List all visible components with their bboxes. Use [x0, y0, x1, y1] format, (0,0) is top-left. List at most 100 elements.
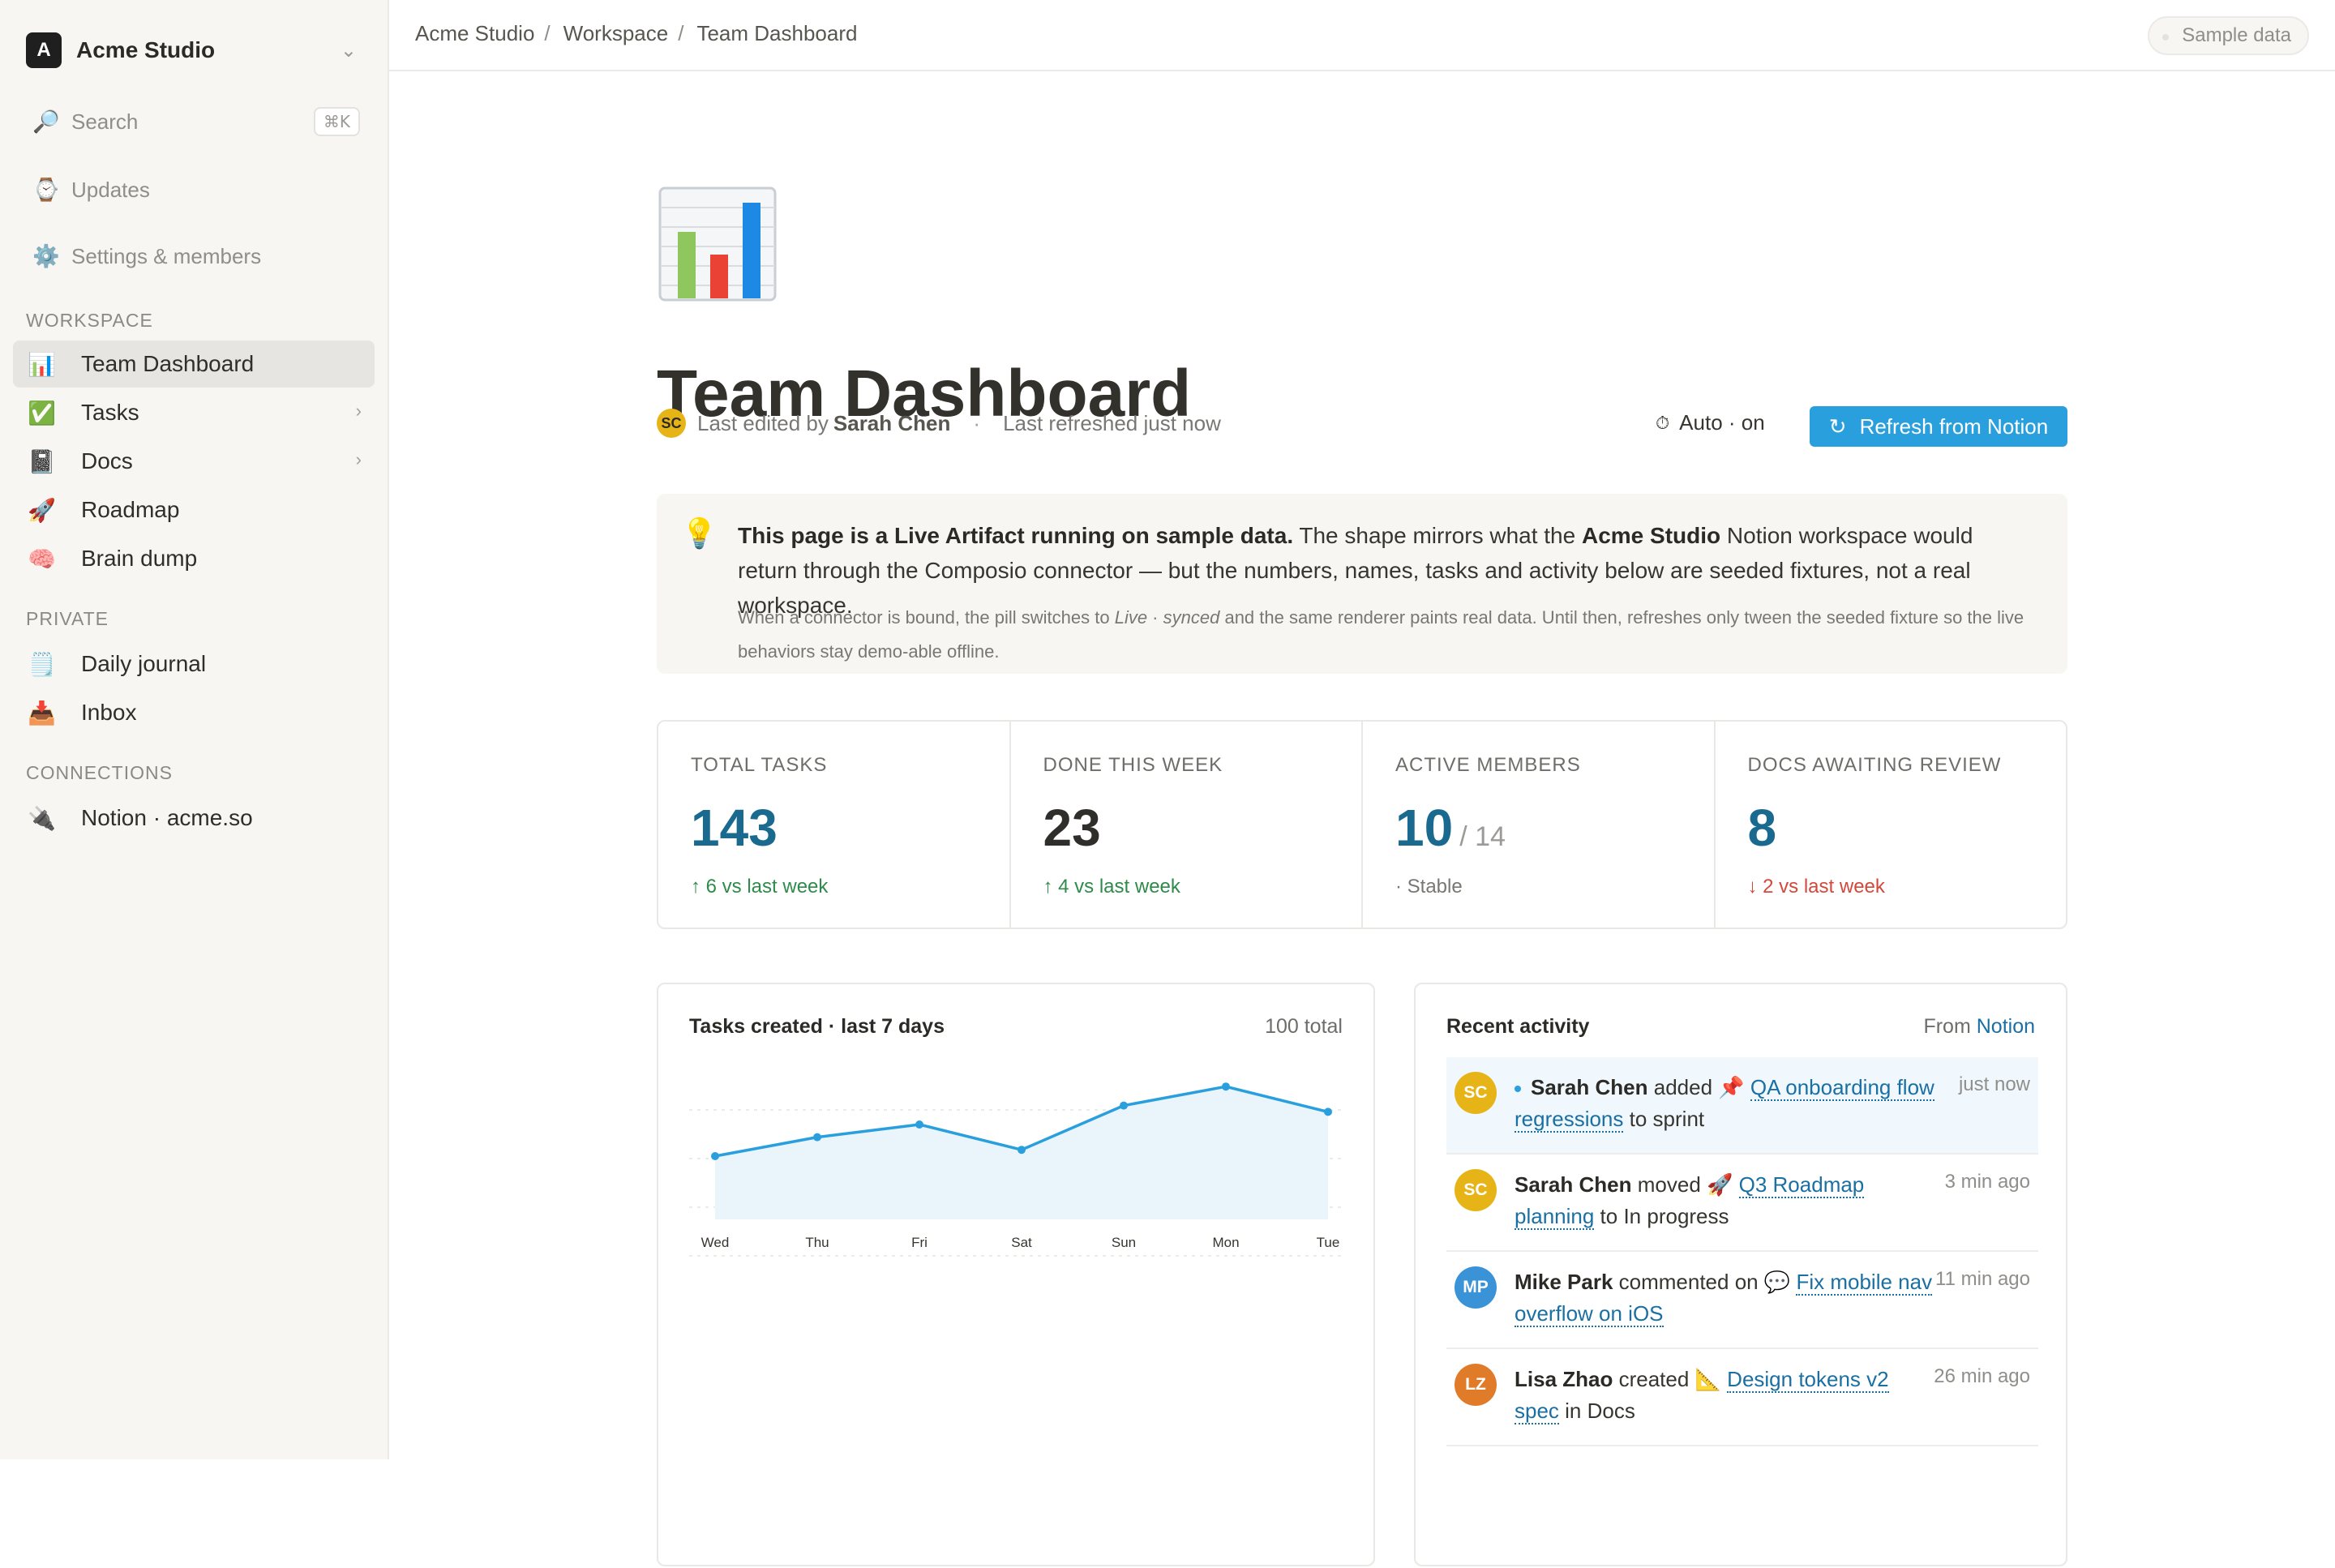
sidebar-item-label: Team Dashboard	[81, 351, 255, 376]
stat-delta: ↑ 6 vs last week	[691, 876, 829, 898]
activity-user[interactable]: Sarah Chen	[1515, 1172, 1632, 1197]
sidebar-item-notion-connection[interactable]: 🔌 Notion · acme.so	[13, 795, 375, 842]
check-box-icon: ✅	[28, 400, 56, 426]
chart-x-tick-label: Thu	[805, 1235, 829, 1250]
page-meta: SC Last edited by Sarah Chen · Last refr…	[657, 409, 1221, 438]
chart-title: Tasks created · last 7 days	[689, 1015, 945, 1038]
inbox-tray-icon: 📥	[28, 700, 56, 726]
sidebar-item-tasks[interactable]: ✅ Tasks ›	[13, 389, 375, 436]
activity-suffix: to sprint	[1629, 1107, 1705, 1131]
chart-point-thu[interactable]	[813, 1133, 821, 1142]
callout-emphasis: Live	[1114, 607, 1148, 628]
speech-bubble-icon: 💬	[1763, 1270, 1791, 1294]
chart-point-tue[interactable]	[1324, 1107, 1332, 1116]
callout-text: Notion workspace would return through th…	[738, 523, 1973, 618]
pushpin-icon: 📌	[1718, 1075, 1745, 1099]
sidebar-item-label: Docs	[81, 448, 133, 473]
activity-verb: moved	[1637, 1172, 1701, 1197]
callout-small-text: When a connector is bound, the pill swit…	[738, 601, 2035, 669]
list-item[interactable]: MP Mike Park commented on 💬 Fix mobile n…	[1446, 1252, 2038, 1349]
sidebar-item-inbox[interactable]: 📥 Inbox	[13, 689, 375, 736]
gear-icon: ⚙️	[32, 244, 60, 268]
list-item[interactable]: LZ Lisa Zhao created 📐 Design tokens v2 …	[1446, 1349, 2038, 1446]
activity-text: Mike Park commented on 💬 Fix mobile nav …	[1515, 1266, 1936, 1330]
avatar: SC	[1455, 1072, 1497, 1114]
stat-value: 23	[1043, 798, 1101, 858]
section-connections-heading: CONNECTIONS	[26, 762, 173, 783]
activity-user[interactable]: Lisa Zhao	[1515, 1367, 1613, 1391]
chart-point-wed[interactable]	[711, 1152, 719, 1160]
sidebar-item-roadmap[interactable]: 🚀 Roadmap	[13, 486, 375, 533]
search-button[interactable]: 🔎 Search ⌘K	[13, 97, 365, 146]
breadcrumb-team-dashboard[interactable]: Team Dashboard	[696, 21, 858, 45]
activity-user[interactable]: Sarah Chen	[1531, 1075, 1648, 1099]
stat-delta: ↑ 4 vs last week	[1043, 876, 1180, 898]
callout-bold-lead: This page is a Live Artifact running on …	[738, 523, 1294, 548]
avatar: SC	[1455, 1169, 1497, 1211]
activity-source-link[interactable]: Notion	[1976, 1015, 2035, 1038]
stat-done-this-week: DONE THIS WEEK 23 ↑ 4 vs last week	[1011, 722, 1363, 928]
workspace-logo: A	[26, 32, 62, 68]
activity-target-link[interactable]: Design tokens v2 spec	[1515, 1367, 1889, 1424]
chart-point-fri[interactable]	[915, 1120, 923, 1129]
activity-target-link[interactable]: Q3 Roadmap planning	[1515, 1172, 1865, 1230]
section-workspace-heading: WORKSPACE	[26, 310, 153, 331]
status-dot-icon	[2162, 34, 2170, 41]
list-item[interactable]: SC Sarah Chen added 📌 QA onboarding flow…	[1446, 1057, 2038, 1155]
plug-icon: 🔌	[28, 805, 56, 831]
stat-number: 23	[1043, 799, 1101, 857]
settings-label: Settings & members	[71, 243, 262, 268]
stat-label: DONE THIS WEEK	[1043, 754, 1223, 776]
sidebar-item-docs[interactable]: 📓 Docs ›	[13, 438, 375, 485]
workspace-switcher[interactable]: A Acme Studio ⌄	[26, 32, 365, 68]
chart-total: 100 total	[1265, 1015, 1343, 1038]
edited-prefix: Last edited by	[697, 410, 829, 435]
stat-of-total: / 14	[1459, 821, 1506, 852]
sidebar: A Acme Studio ⌄ 🔎 Search ⌘K ⌚ Updates ⚙️…	[0, 0, 389, 1459]
activity-target-link[interactable]: QA onboarding flow regressions	[1515, 1075, 1934, 1133]
stat-value: 10/ 14	[1395, 798, 1506, 858]
stat-value: 143	[691, 798, 778, 858]
sidebar-item-daily-journal[interactable]: 🗒️ Daily journal	[13, 640, 375, 688]
activity-user[interactable]: Mike Park	[1515, 1270, 1613, 1294]
sidebar-item-team-dashboard[interactable]: 📊 Team Dashboard	[13, 341, 375, 388]
activity-time: just now	[1958, 1073, 2030, 1095]
lightbulb-icon: 💡	[681, 516, 718, 550]
refresh-from-notion-button[interactable]: ↻ Refresh from Notion	[1810, 406, 2067, 447]
auto-refresh-label: Auto · on	[1679, 410, 1765, 435]
stat-delta: · Stable	[1395, 876, 1463, 898]
activity-time: 11 min ago	[1935, 1268, 2030, 1290]
chart-point-sat[interactable]	[1018, 1146, 1026, 1155]
chevron-down-icon: ⌄	[340, 40, 357, 62]
callout-text: The shape mirrors what the	[1293, 523, 1582, 548]
search-label: Search	[71, 109, 139, 134]
updates-button[interactable]: ⌚ Updates	[13, 165, 365, 214]
tasks-line-chart: Wed Thu Fri Sat Sun Mon Tue	[689, 1082, 1346, 1257]
auto-refresh-toggle[interactable]: ⏱ Auto · on	[1656, 410, 1765, 435]
stat-number: 143	[691, 799, 778, 857]
stat-value: 8	[1748, 798, 1777, 858]
edited-by-name[interactable]: Sarah Chen	[833, 410, 951, 435]
activity-target-link[interactable]: Fix mobile nav overflow on iOS	[1515, 1270, 1933, 1327]
activity-source: From Notion	[1923, 1015, 2035, 1039]
activity-verb: commented on	[1618, 1270, 1759, 1294]
list-item[interactable]: SC Sarah Chen moved 🚀 Q3 Roadmap plannin…	[1446, 1155, 2038, 1252]
chart-point-mon[interactable]	[1222, 1082, 1230, 1091]
settings-button[interactable]: ⚙️ Settings & members	[13, 232, 365, 281]
activity-text: Sarah Chen added 📌 QA onboarding flow re…	[1515, 1072, 1936, 1135]
chevron-right-icon[interactable]: ›	[355, 401, 362, 421]
chevron-right-icon[interactable]: ›	[355, 449, 362, 469]
callout-small: ·	[1147, 607, 1163, 628]
breadcrumb-acme-studio[interactable]: Acme Studio	[415, 21, 535, 45]
breadcrumb-workspace[interactable]: Workspace	[563, 21, 669, 45]
stopwatch-icon: ⏱	[1656, 412, 1670, 433]
chart-point-sun[interactable]	[1120, 1101, 1128, 1110]
sidebar-item-brain-dump[interactable]: 🧠 Brain dump	[13, 535, 375, 582]
stat-label: DOCS AWAITING REVIEW	[1747, 754, 2002, 776]
last-refreshed: Last refreshed just now	[1003, 410, 1221, 435]
workspace-name: Acme Studio	[76, 37, 216, 62]
sidebar-item-label: Roadmap	[81, 497, 180, 522]
search-shortcut: ⌘K	[313, 107, 360, 136]
chart-x-tick-label: Mon	[1212, 1235, 1239, 1250]
brain-icon: 🧠	[28, 546, 56, 572]
